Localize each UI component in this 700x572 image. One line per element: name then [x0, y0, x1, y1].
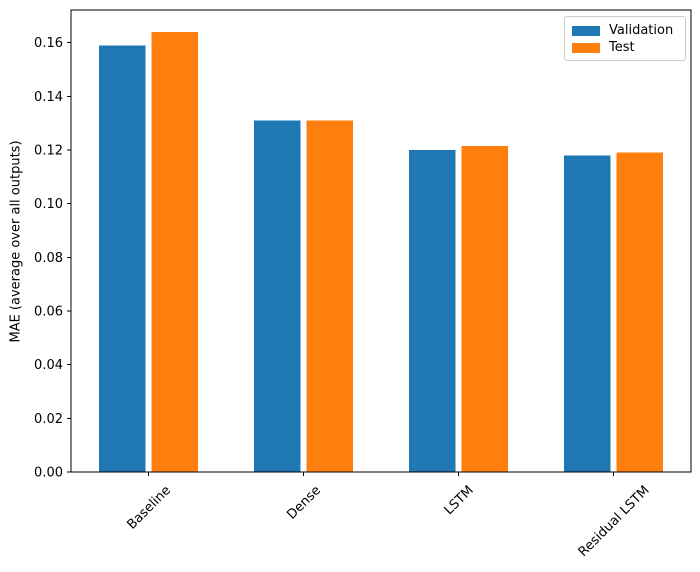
plot-area-border: [70, 9, 692, 473]
y-tick-label-0.06: 0.06: [34, 305, 63, 320]
y-tick-label-0.12: 0.12: [34, 144, 63, 159]
y-tick-label-0.14: 0.14: [34, 90, 63, 105]
x-tick-label-baseline: Baseline: [124, 483, 174, 533]
y-tick-label-0.02: 0.02: [34, 412, 63, 427]
bar-validation-lstm: [408, 150, 456, 473]
bar-test-residual-lstm: [616, 152, 664, 473]
bar-test-dense: [306, 120, 354, 472]
y-tick-label-0.10: 0.10: [34, 197, 63, 212]
legend-label-test: Test: [609, 40, 635, 55]
legend-swatch-validation: [572, 25, 600, 36]
legend-item-test: Test: [572, 40, 677, 55]
legend-item-validation: Validation: [572, 23, 677, 38]
legend-swatch-test: [572, 42, 600, 53]
bar-test-baseline: [151, 32, 199, 472]
y-tick-label-0.16: 0.16: [34, 36, 63, 51]
bar-test-lstm: [461, 146, 509, 472]
bar-validation-baseline: [98, 45, 146, 472]
x-tick-label-residual-lstm: Residual LSTM: [576, 483, 653, 560]
y-tick-label-0.08: 0.08: [34, 251, 63, 266]
x-tick-label-dense: Dense: [284, 483, 324, 523]
legend-label-validation: Validation: [609, 23, 674, 38]
bar-validation-dense: [253, 120, 301, 472]
legend: Validation Test: [564, 16, 686, 61]
y-tick-label-0.00: 0.00: [34, 466, 63, 481]
y-tick-label-0.04: 0.04: [34, 358, 63, 373]
x-tick-label-lstm: LSTM: [442, 483, 477, 518]
bar-validation-residual-lstm: [563, 155, 611, 472]
